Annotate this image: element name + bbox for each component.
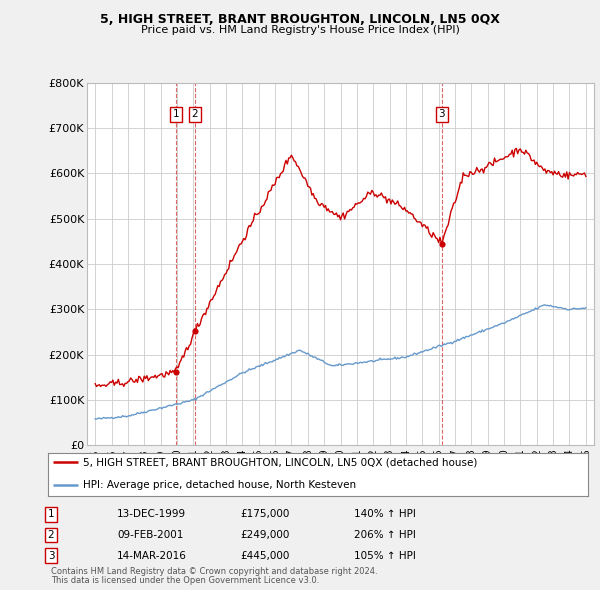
- Text: 105% ↑ HPI: 105% ↑ HPI: [354, 551, 416, 560]
- Text: This data is licensed under the Open Government Licence v3.0.: This data is licensed under the Open Gov…: [51, 576, 319, 585]
- Text: 140% ↑ HPI: 140% ↑ HPI: [354, 510, 416, 519]
- Point: [172, 367, 181, 376]
- Text: 2: 2: [191, 109, 198, 119]
- Text: 13-DEC-1999: 13-DEC-1999: [117, 510, 186, 519]
- Text: 5, HIGH STREET, BRANT BROUGHTON, LINCOLN, LN5 0QX: 5, HIGH STREET, BRANT BROUGHTON, LINCOLN…: [100, 13, 500, 26]
- Text: 2: 2: [47, 530, 55, 540]
- Text: 1: 1: [47, 510, 55, 519]
- Text: 206% ↑ HPI: 206% ↑ HPI: [354, 530, 416, 540]
- Text: 5, HIGH STREET, BRANT BROUGHTON, LINCOLN, LN5 0QX (detached house): 5, HIGH STREET, BRANT BROUGHTON, LINCOLN…: [83, 457, 478, 467]
- Point: [437, 239, 447, 248]
- Text: 14-MAR-2016: 14-MAR-2016: [117, 551, 187, 560]
- Text: 3: 3: [47, 551, 55, 560]
- Text: HPI: Average price, detached house, North Kesteven: HPI: Average price, detached house, Nort…: [83, 480, 356, 490]
- Point: [190, 326, 200, 336]
- Text: £175,000: £175,000: [240, 510, 289, 519]
- Text: 09-FEB-2001: 09-FEB-2001: [117, 530, 184, 540]
- Text: Contains HM Land Registry data © Crown copyright and database right 2024.: Contains HM Land Registry data © Crown c…: [51, 567, 377, 576]
- Text: £249,000: £249,000: [240, 530, 289, 540]
- Text: Price paid vs. HM Land Registry's House Price Index (HPI): Price paid vs. HM Land Registry's House …: [140, 25, 460, 35]
- Text: 3: 3: [439, 109, 445, 119]
- Text: 1: 1: [173, 109, 179, 119]
- Text: £445,000: £445,000: [240, 551, 289, 560]
